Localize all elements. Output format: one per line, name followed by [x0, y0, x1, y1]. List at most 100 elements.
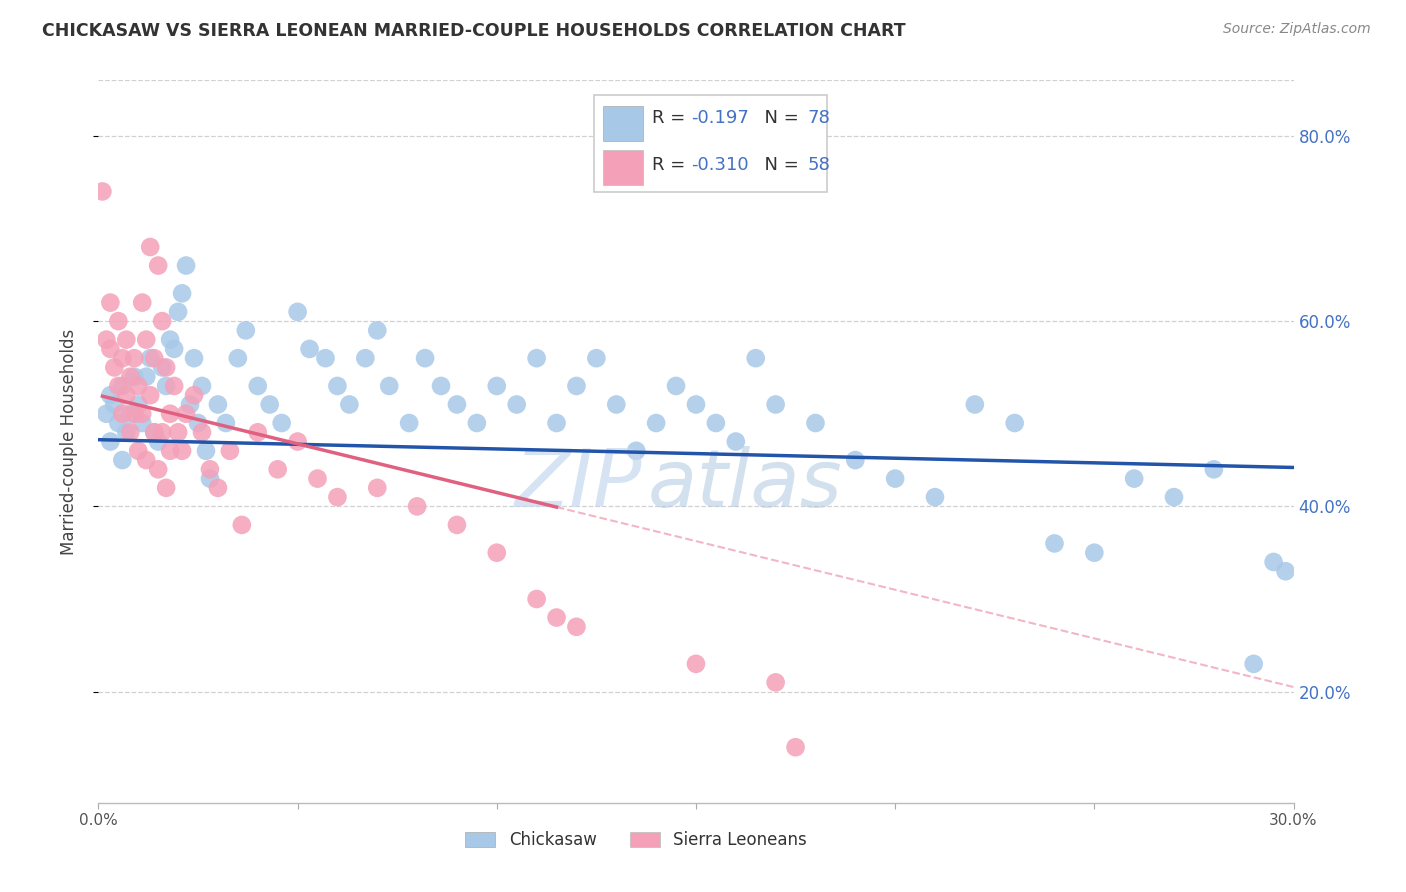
- Point: [1274, 564, 1296, 578]
- Point: [195, 443, 218, 458]
- Point: [378, 379, 401, 393]
- Point: [963, 397, 986, 411]
- Point: [226, 351, 249, 366]
- Point: [159, 333, 181, 347]
- Point: [398, 416, 420, 430]
- Point: [605, 397, 627, 411]
- Point: [98, 434, 122, 449]
- Point: [107, 379, 129, 393]
- Point: [124, 369, 146, 384]
- Point: [115, 333, 138, 347]
- FancyBboxPatch shape: [603, 106, 644, 141]
- Point: [366, 481, 388, 495]
- Point: [172, 443, 194, 458]
- Point: [745, 351, 768, 366]
- Point: [1243, 657, 1265, 671]
- Point: [163, 342, 186, 356]
- Point: [565, 379, 588, 393]
- Point: [704, 416, 727, 430]
- Point: [198, 462, 221, 476]
- Legend: Chickasaw, Sierra Leoneans: Chickasaw, Sierra Leoneans: [458, 824, 814, 856]
- Point: [246, 379, 269, 393]
- Point: [366, 323, 388, 337]
- Point: [924, 490, 946, 504]
- Point: [139, 351, 162, 366]
- Point: [131, 295, 153, 310]
- Point: [585, 351, 607, 366]
- Point: [191, 379, 214, 393]
- Point: [163, 379, 186, 393]
- Point: [98, 295, 122, 310]
- Point: [685, 657, 707, 671]
- Point: [1123, 472, 1146, 486]
- Point: [804, 416, 827, 430]
- Point: [139, 240, 162, 254]
- Point: [148, 462, 170, 476]
- Point: [259, 397, 281, 411]
- Point: [143, 425, 166, 440]
- Y-axis label: Married-couple Households: Married-couple Households: [59, 328, 77, 555]
- Point: [298, 342, 321, 356]
- Point: [155, 360, 177, 375]
- Point: [111, 407, 134, 421]
- Point: [1163, 490, 1185, 504]
- Point: [120, 407, 142, 421]
- Point: [107, 314, 129, 328]
- Point: [143, 425, 166, 440]
- Point: [645, 416, 668, 430]
- Point: [127, 443, 149, 458]
- Point: [120, 425, 142, 440]
- Point: [124, 351, 146, 366]
- Point: [326, 379, 349, 393]
- Point: [115, 388, 138, 402]
- Point: [219, 443, 242, 458]
- Point: [111, 379, 134, 393]
- Point: [187, 416, 209, 430]
- Point: [446, 397, 468, 411]
- Point: [159, 443, 181, 458]
- Point: [413, 351, 436, 366]
- Point: [665, 379, 688, 393]
- Point: [155, 379, 177, 393]
- Text: -0.197: -0.197: [692, 109, 749, 128]
- Point: [183, 388, 205, 402]
- Point: [724, 434, 747, 449]
- Text: Source: ZipAtlas.com: Source: ZipAtlas.com: [1223, 22, 1371, 37]
- Point: [98, 388, 122, 402]
- Point: [430, 379, 453, 393]
- Point: [685, 397, 707, 411]
- Point: [339, 397, 361, 411]
- Point: [103, 397, 125, 411]
- Point: [231, 517, 253, 532]
- Text: 58: 58: [807, 156, 830, 174]
- Point: [526, 592, 548, 607]
- Point: [1043, 536, 1066, 550]
- Point: [131, 416, 153, 430]
- Point: [127, 379, 149, 393]
- Point: [546, 416, 568, 430]
- Point: [287, 305, 309, 319]
- Point: [1263, 555, 1285, 569]
- Point: [246, 425, 269, 440]
- Point: [179, 397, 201, 411]
- Point: [167, 425, 190, 440]
- Point: [135, 333, 157, 347]
- Point: [1004, 416, 1026, 430]
- Point: [565, 620, 588, 634]
- Point: [215, 416, 238, 430]
- Text: 78: 78: [807, 109, 830, 128]
- Point: [127, 397, 149, 411]
- Point: [111, 351, 134, 366]
- Point: [785, 740, 807, 755]
- Point: [207, 481, 229, 495]
- Point: [107, 416, 129, 430]
- Point: [446, 517, 468, 532]
- Point: [267, 462, 290, 476]
- Point: [1202, 462, 1225, 476]
- Point: [207, 397, 229, 411]
- Point: [465, 416, 488, 430]
- Point: [485, 546, 508, 560]
- Text: R =: R =: [652, 109, 690, 128]
- Point: [124, 407, 146, 421]
- Point: [354, 351, 377, 366]
